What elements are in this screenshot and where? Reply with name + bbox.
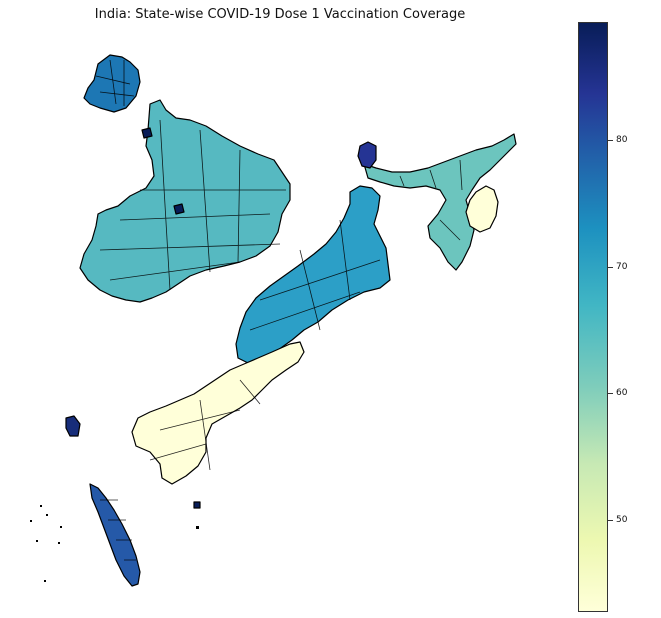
region-punjab [83,54,141,113]
region-kerala [89,483,141,587]
region-puducherry [193,501,201,509]
map-title: India: State-wise COVID-19 Dose 1 Vaccin… [94,7,466,22]
region-chandigarh [141,127,153,139]
region-goa [65,415,81,437]
colorbar-tick-label-50: 50 [616,515,628,525]
colorbar-tick-label-70: 70 [616,262,628,272]
colorbar-tick-label-80: 80 [616,135,628,145]
region-delhi [173,203,185,215]
region-bihar-jharkhand [235,185,391,365]
colorbar-tick [608,267,613,268]
region-manipur [465,185,499,233]
region-andhra-pradesh [131,341,305,485]
colorbar [578,22,608,612]
region-madhya-pradesh [79,99,291,303]
colorbar-tick-label-60: 60 [616,388,628,398]
colorbar-tick [608,393,613,394]
colorbar-tick [608,140,613,141]
region-sikkim [357,141,377,169]
colorbar-tick [608,520,613,521]
